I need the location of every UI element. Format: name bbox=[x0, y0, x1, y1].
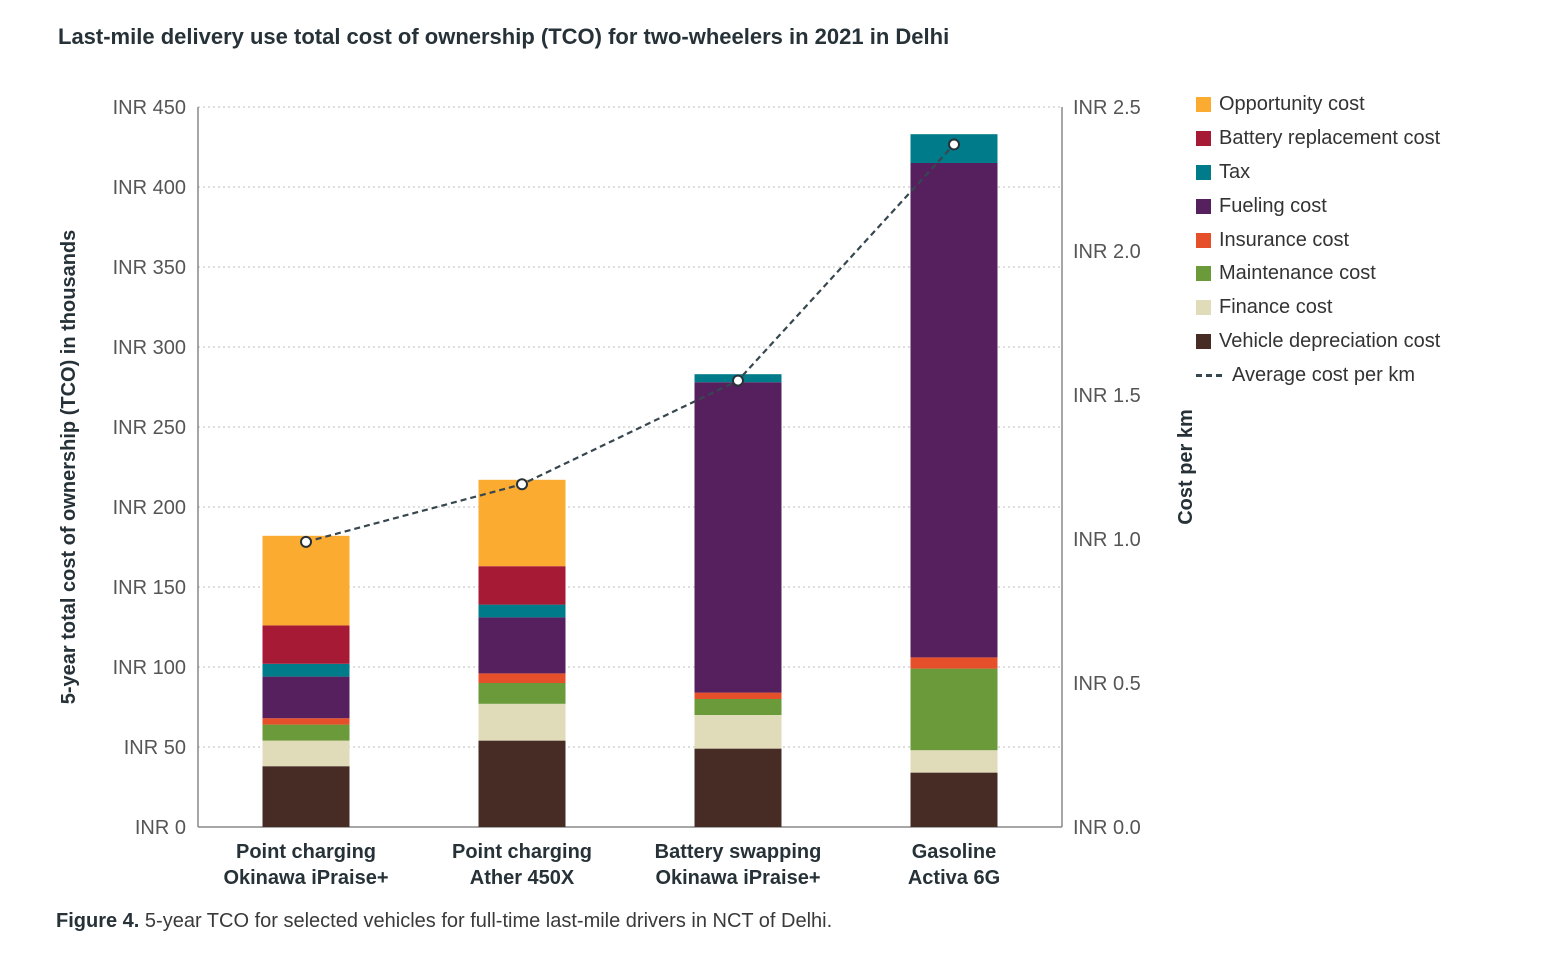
legend-item-line: Average cost per km bbox=[1196, 358, 1440, 392]
x-tick-label: Okinawa iPraise+ bbox=[223, 867, 388, 889]
chart-legend: Opportunity cost Battery replacement cost… bbox=[1196, 88, 1440, 392]
legend-label: Finance cost bbox=[1219, 296, 1333, 319]
legend-item: Opportunity cost bbox=[1196, 88, 1440, 122]
legend-swatch bbox=[1196, 164, 1211, 180]
bar-segment bbox=[910, 772, 998, 827]
y2-tick-label: INR 1.0 bbox=[1073, 529, 1141, 551]
legend-swatch bbox=[1196, 97, 1211, 113]
x-tick-label: Gasoline bbox=[912, 841, 996, 863]
legend-label: Maintenance cost bbox=[1219, 262, 1376, 285]
bar-segment bbox=[262, 676, 350, 719]
bar-segment bbox=[910, 163, 998, 658]
y2-tick-label: INR 0.5 bbox=[1073, 673, 1141, 695]
y2-tick-label: INR 1.5 bbox=[1073, 385, 1141, 407]
bar-segment bbox=[694, 715, 782, 749]
bar-segment bbox=[262, 766, 350, 827]
y2-tick-label: INR 2.0 bbox=[1073, 241, 1141, 263]
legend-swatch bbox=[1196, 333, 1211, 349]
legend-swatch bbox=[1196, 131, 1211, 147]
x-tick-label: Battery swapping bbox=[655, 841, 822, 863]
y2-tick-label: INR 0.0 bbox=[1073, 817, 1141, 839]
legend-item: Insurance cost bbox=[1196, 223, 1440, 257]
avg-cost-line bbox=[305, 143, 955, 543]
avg-cost-point bbox=[948, 138, 960, 151]
chart-title: Last-mile delivery use total cost of own… bbox=[58, 24, 950, 49]
legend-label: Battery replacement cost bbox=[1219, 127, 1441, 150]
bar-segment bbox=[262, 740, 350, 767]
bar-segment bbox=[478, 673, 566, 683]
bar-segment bbox=[262, 535, 350, 626]
bar-segment bbox=[694, 692, 782, 699]
y-tick-label: INR 0 bbox=[135, 817, 186, 839]
y-tick-label: INR 250 bbox=[113, 417, 186, 439]
y-axis-title: 5-year total cost of ownership (TCO) in … bbox=[58, 230, 80, 704]
bar-segment bbox=[262, 718, 350, 725]
avg-cost-point bbox=[732, 374, 744, 387]
caption-text: 5-year TCO for selected vehicles for ful… bbox=[139, 910, 833, 932]
y-tick-label: INR 350 bbox=[113, 257, 186, 279]
legend-label: Tax bbox=[1219, 160, 1251, 183]
bar-segment bbox=[478, 604, 566, 618]
bar-segment bbox=[262, 724, 350, 741]
y-tick-label: INR 300 bbox=[113, 337, 186, 359]
avg-cost-point bbox=[300, 535, 312, 548]
legend-item: Battery replacement cost bbox=[1196, 122, 1440, 156]
y-tick-label: INR 100 bbox=[113, 657, 186, 679]
bar-segment bbox=[694, 699, 782, 715]
x-tick-label: Okinawa iPraise+ bbox=[655, 867, 820, 889]
legend-label: Fueling cost bbox=[1219, 194, 1327, 217]
legend-label: Opportunity cost bbox=[1219, 93, 1365, 116]
y2-tick-label: INR 2.5 bbox=[1073, 97, 1141, 119]
legend-item: Maintenance cost bbox=[1196, 257, 1440, 291]
bar-segment bbox=[478, 617, 566, 674]
caption-label: Figure 4. bbox=[56, 910, 140, 932]
legend-item: Finance cost bbox=[1196, 291, 1440, 325]
legend-swatch bbox=[1196, 266, 1211, 282]
legend-label: Insurance cost bbox=[1219, 228, 1350, 251]
x-tick-label: Point charging bbox=[452, 841, 592, 863]
y-tick-label: INR 200 bbox=[113, 497, 186, 519]
bar-segment bbox=[478, 479, 566, 567]
bar-segment bbox=[478, 703, 566, 741]
legend-dash bbox=[1196, 373, 1222, 377]
bar-segment bbox=[910, 750, 998, 773]
bar-segment bbox=[694, 748, 782, 827]
bar-segment bbox=[262, 625, 350, 664]
bar-segment bbox=[262, 663, 350, 677]
x-tick-label: Ather 450X bbox=[470, 867, 575, 889]
x-tick-label: Point charging bbox=[236, 841, 376, 863]
legend-swatch bbox=[1196, 300, 1211, 316]
legend-item: Fueling cost bbox=[1196, 189, 1440, 223]
legend-swatch bbox=[1196, 198, 1211, 214]
legend-label: Average cost per km bbox=[1232, 363, 1416, 386]
figure-caption: Figure 4. 5-year TCO for selected vehicl… bbox=[56, 910, 832, 933]
y-tick-label: INR 50 bbox=[124, 737, 186, 759]
legend-item: Tax bbox=[1196, 156, 1440, 190]
bar-segment bbox=[910, 668, 998, 751]
legend-item: Vehicle depreciation cost bbox=[1196, 325, 1440, 359]
bar-segment bbox=[478, 683, 566, 704]
legend-swatch bbox=[1196, 232, 1211, 248]
bar-segment bbox=[694, 382, 782, 693]
y2-axis-title: Cost per km bbox=[1175, 409, 1197, 525]
x-tick-label: Activa 6G bbox=[908, 867, 1000, 889]
legend-label: Vehicle depreciation cost bbox=[1219, 329, 1441, 352]
bar-segment bbox=[478, 566, 566, 605]
y-tick-label: INR 400 bbox=[113, 177, 186, 199]
bar-segment bbox=[910, 657, 998, 669]
y-tick-label: INR 450 bbox=[113, 97, 186, 119]
bar-segment bbox=[478, 740, 566, 827]
avg-cost-point bbox=[516, 478, 528, 491]
y-tick-label: INR 150 bbox=[113, 577, 186, 599]
